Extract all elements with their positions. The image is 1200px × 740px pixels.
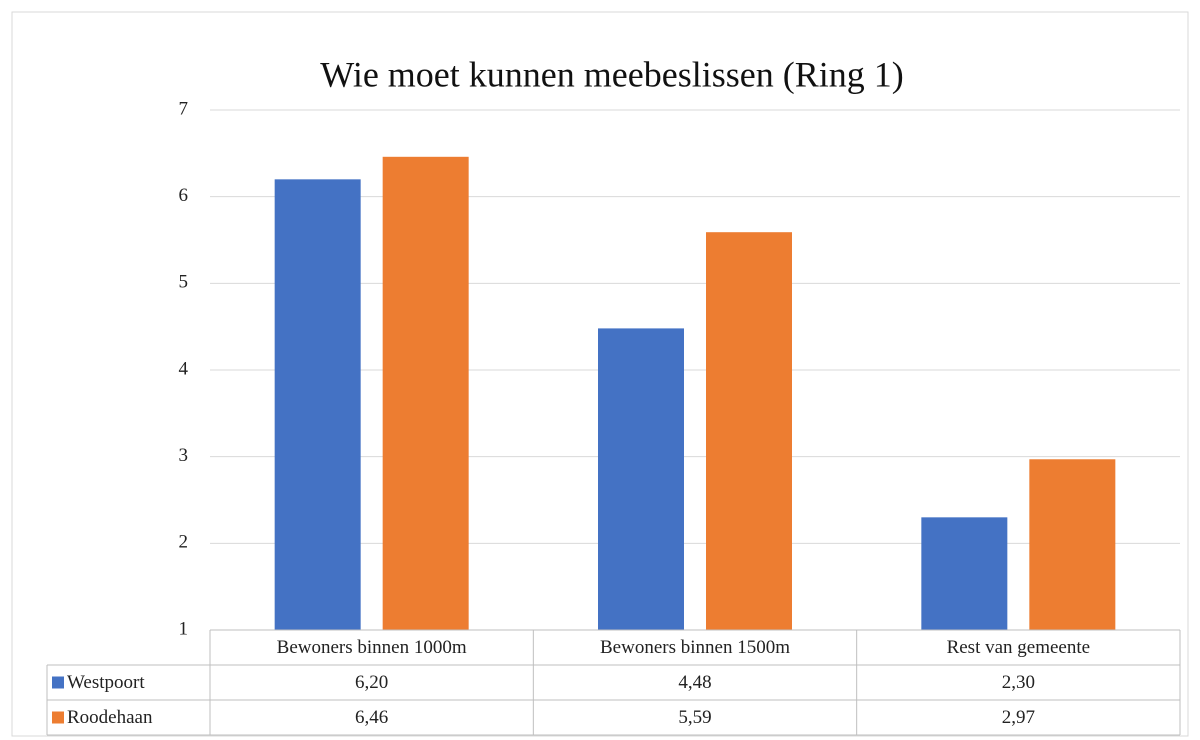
chart-title: Wie moet kunnen meebeslissen (Ring 1) <box>320 54 903 94</box>
y-tick-label: 5 <box>179 272 189 293</box>
legend-key <box>52 711 64 724</box>
bar <box>1029 459 1116 630</box>
y-tick-label: 6 <box>179 185 189 206</box>
bar <box>706 232 792 630</box>
bar <box>274 179 361 631</box>
data-label: 4,48 <box>678 672 711 693</box>
data-label: 6,46 <box>355 707 388 728</box>
bar <box>382 156 469 631</box>
y-tick-label: 7 <box>179 98 189 119</box>
data-label: 2,97 <box>1002 707 1035 728</box>
y-tick-label: 3 <box>179 445 189 466</box>
legend-label: Roodehaan <box>67 707 153 728</box>
bar <box>921 517 1008 630</box>
data-label: 5,59 <box>678 707 711 728</box>
y-tick-label: 1 <box>179 618 189 639</box>
y-tick-label: 4 <box>179 358 189 379</box>
x-tick-label: Bewoners binnen 1000m <box>277 637 467 658</box>
legend-key <box>52 676 64 689</box>
y-tick-label: 2 <box>179 532 189 553</box>
data-label: 6,20 <box>355 672 388 693</box>
bar <box>598 328 684 630</box>
x-tick-label: Rest van gemeente <box>947 637 1091 658</box>
x-tick-label: Bewoners binnen 1500m <box>600 637 790 658</box>
legend-label: Westpoort <box>67 672 145 693</box>
data-label: 2,30 <box>1002 672 1035 693</box>
